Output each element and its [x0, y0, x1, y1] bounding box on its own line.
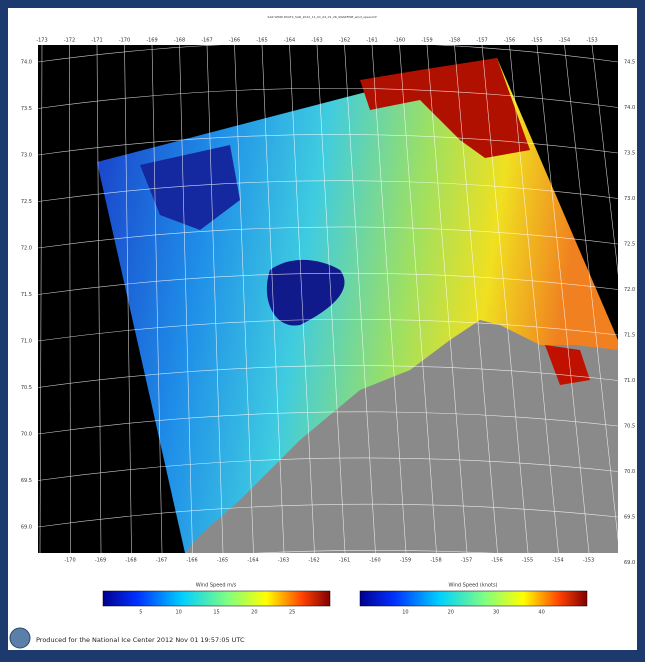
lon-label: -153 — [586, 38, 597, 44]
lon-label: -167 — [156, 558, 167, 564]
colorbar-tick: 40 — [538, 610, 544, 616]
lat-label: 71.5 — [21, 292, 32, 298]
lon-label: -172 — [64, 38, 75, 44]
footer-text: Produced for the National Ice Center 201… — [36, 636, 245, 644]
lon-label: -154 — [559, 38, 570, 44]
lon-label: -163 — [311, 38, 322, 44]
lon-label: -163 — [278, 558, 289, 564]
colorbar-tick: 5 — [139, 610, 142, 616]
lon-label: -158 — [430, 558, 441, 564]
colorbar-tick: 30 — [493, 610, 499, 616]
lon-label: -156 — [491, 558, 502, 564]
lon-label: -158 — [449, 38, 460, 44]
lat-label: 71.0 — [21, 339, 32, 345]
lon-label: -153 — [583, 558, 594, 564]
lon-label: -166 — [229, 38, 240, 44]
colorbar-tick: 20 — [448, 610, 454, 616]
lon-label: -160 — [369, 558, 380, 564]
lat-label: 72.0 — [624, 287, 635, 293]
lon-label: -159 — [400, 558, 411, 564]
lat-label: 70.0 — [624, 469, 635, 475]
lon-label: -154 — [552, 558, 563, 564]
lat-label: 73.5 — [21, 106, 32, 112]
lat-label: 69.5 — [624, 515, 635, 521]
lon-label: -162 — [308, 558, 319, 564]
lon-label: -165 — [217, 558, 228, 564]
screenshot: SAR WIND RSAT2_SAR_2012_11_01_04_01_26_S… — [0, 0, 645, 658]
lon-label: -166 — [186, 558, 197, 564]
logo — [10, 628, 30, 648]
lat-label: 74.0 — [624, 105, 635, 111]
colorbar-tick: 20 — [251, 610, 257, 616]
lon-label: -164 — [284, 38, 295, 44]
lat-label: 73.0 — [21, 153, 32, 159]
colorbar-tick: 25 — [289, 610, 295, 616]
lon-label: -161 — [366, 38, 377, 44]
title: SAR WIND RSAT2_SAR_2012_11_01_04_01_26_S… — [267, 15, 377, 19]
lat-label: 72.5 — [624, 242, 635, 248]
lat-label: 71.0 — [624, 378, 635, 384]
lon-label: -157 — [476, 38, 487, 44]
lon-label: -160 — [394, 38, 405, 44]
lat-label: 73.0 — [624, 196, 635, 202]
colorbar-tick: 15 — [213, 610, 219, 616]
lat-label: 74.5 — [624, 60, 635, 66]
lon-label: -159 — [421, 38, 432, 44]
colorbar-ramp — [103, 591, 330, 606]
lat-label: 72.0 — [21, 246, 32, 252]
lat-label: 70.0 — [21, 432, 32, 438]
colorbar-tick: 10 — [402, 610, 408, 616]
colorbar-title: Wind Speed (knots) — [448, 583, 497, 589]
lat-label: 70.5 — [21, 385, 32, 391]
lon-label: -155 — [522, 558, 533, 564]
lon-label: -169 — [146, 38, 157, 44]
lon-label: -156 — [504, 38, 515, 44]
lat-label: 72.5 — [21, 199, 32, 205]
lat-label: 69.0 — [21, 525, 32, 531]
lat-label: 73.5 — [624, 151, 635, 157]
colorbar-title: Wind Speed m/s — [196, 583, 237, 589]
lon-label: -161 — [339, 558, 350, 564]
lat-label: 70.5 — [624, 424, 635, 430]
lon-label: -171 — [91, 38, 102, 44]
lon-label: -168 — [174, 38, 185, 44]
lat-label: 74.0 — [21, 60, 32, 66]
lon-label: -173 — [36, 38, 47, 44]
lon-label: -167 — [201, 38, 212, 44]
lon-label: -155 — [531, 38, 542, 44]
lon-label: -170 — [64, 558, 75, 564]
lon-label: -170 — [119, 38, 130, 44]
lon-label: -164 — [247, 558, 258, 564]
colorbar-ramp — [360, 591, 587, 606]
lat-label: 69.5 — [21, 478, 32, 484]
lon-label: -157 — [461, 558, 472, 564]
lon-label: -165 — [256, 38, 267, 44]
lon-label: -169 — [95, 558, 106, 564]
lat-label: 69.0 — [624, 560, 635, 566]
colorbar-tick: 10 — [175, 610, 181, 616]
lon-label: -168 — [125, 558, 136, 564]
lat-label: 71.5 — [624, 333, 635, 339]
lon-label: -162 — [339, 38, 350, 44]
